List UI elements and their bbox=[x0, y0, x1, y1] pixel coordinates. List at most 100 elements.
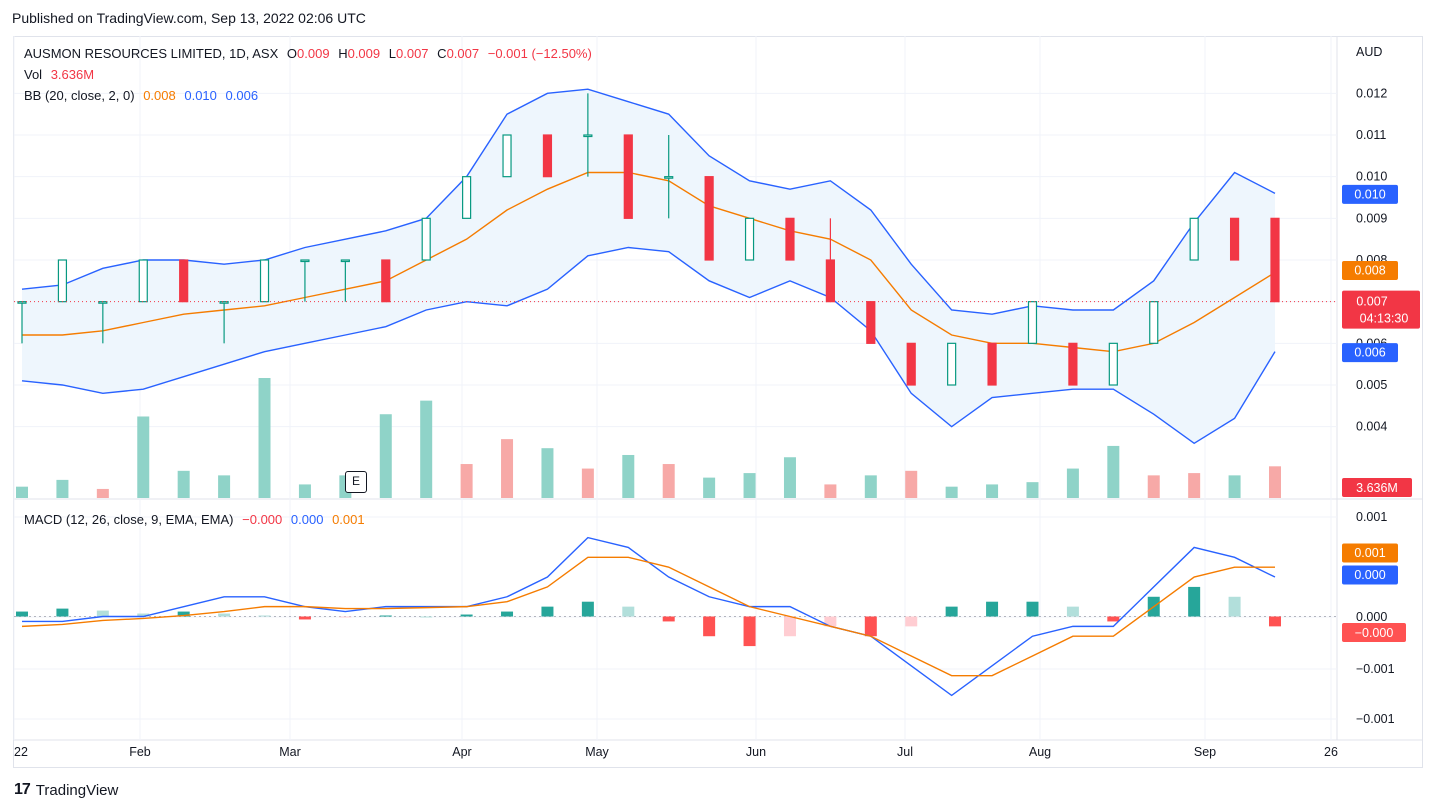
candle-body bbox=[502, 134, 512, 178]
candle-body bbox=[825, 259, 835, 303]
candle-body bbox=[1149, 301, 1159, 344]
macd-hist-bar bbox=[137, 613, 150, 617]
volume-bar bbox=[1107, 445, 1120, 498]
volume-bar bbox=[177, 470, 190, 498]
macd-tick-label: 0.000 bbox=[1356, 610, 1387, 624]
tradingview-logo[interactable]: 17 TradingView bbox=[14, 781, 118, 799]
time-tick-label: Jul bbox=[897, 745, 913, 759]
candle-body bbox=[219, 301, 229, 304]
macd-hist-bar bbox=[1188, 586, 1201, 617]
time-tick-label: Aug bbox=[1029, 745, 1051, 759]
candle-body bbox=[340, 259, 350, 263]
published-timestamp: Published on TradingView.com, Sep 13, 20… bbox=[12, 10, 366, 26]
bb-upper-line bbox=[21, 88, 1276, 315]
macd-hist-badge-bg bbox=[1342, 623, 1406, 642]
volume-bar bbox=[945, 486, 958, 498]
candle-body bbox=[1108, 342, 1118, 386]
candle-body bbox=[623, 134, 633, 219]
volume-bar bbox=[1228, 475, 1241, 498]
macd-hist-bar bbox=[420, 616, 433, 618]
volume-bar bbox=[905, 470, 918, 498]
symbol-title[interactable]: AUSMON RESOURCES LIMITED, 1D, ASX bbox=[24, 46, 279, 61]
candle-body bbox=[542, 134, 553, 178]
candle-body bbox=[300, 259, 310, 263]
candle-body bbox=[906, 342, 916, 386]
price-tick-label: 0.004 bbox=[1356, 420, 1387, 434]
candle-body bbox=[381, 259, 391, 303]
macd-hist-bar bbox=[218, 613, 231, 617]
volume-bar bbox=[218, 475, 231, 498]
bb-lower-badge-bg bbox=[1342, 343, 1398, 363]
volume-label: Vol bbox=[24, 67, 43, 82]
candle-body bbox=[1229, 217, 1240, 261]
macd-hist-bar bbox=[460, 614, 473, 617]
volume-bar bbox=[460, 464, 473, 498]
time-tick-label: 22 bbox=[14, 745, 28, 759]
candle-body bbox=[421, 217, 431, 261]
macd-hist-bar bbox=[905, 616, 918, 627]
volume-badge: 3.636M bbox=[1356, 481, 1398, 495]
bb-basis-value: 0.008 bbox=[143, 88, 176, 103]
candle-body bbox=[987, 342, 997, 386]
volume-bar bbox=[1269, 466, 1281, 498]
macd-hist-bar bbox=[824, 616, 837, 627]
macd-hist-bar bbox=[945, 606, 958, 617]
volume-bar bbox=[1147, 475, 1160, 498]
volume-bar bbox=[1026, 482, 1039, 498]
macd-hist-bar bbox=[622, 606, 635, 617]
bb-basis-line bbox=[22, 171, 1276, 353]
time-tick-label: Mar bbox=[279, 745, 301, 759]
macd-tick-label: −0.001 bbox=[1356, 662, 1395, 676]
bb-basis-badge: 0.008 bbox=[1354, 264, 1385, 278]
bb-lower-badge: 0.006 bbox=[1354, 346, 1385, 360]
price-tick-label: 0.010 bbox=[1356, 170, 1387, 184]
volume-bar bbox=[581, 468, 594, 498]
volume-bar bbox=[56, 479, 69, 498]
earnings-marker-icon[interactable]: E bbox=[345, 471, 367, 493]
bb-upper-badge-bg bbox=[1342, 184, 1398, 204]
tradingview-mark-icon: 17 bbox=[14, 781, 31, 798]
candle-body bbox=[744, 217, 755, 261]
macd-hist-bar bbox=[662, 616, 675, 622]
volume-legend[interactable]: Vol 3.636M bbox=[24, 67, 99, 82]
macd-hist-bar bbox=[16, 611, 28, 617]
macd-hist-bar bbox=[56, 608, 69, 617]
volume-bar bbox=[96, 488, 109, 498]
volume-bar bbox=[743, 473, 756, 498]
time-tick-label: 26 bbox=[1324, 745, 1338, 759]
macd-hist-bar bbox=[1066, 606, 1079, 617]
macd-hist-bar bbox=[1228, 596, 1241, 617]
macd-signal-badge: 0.001 bbox=[1354, 546, 1385, 560]
volume-bar bbox=[864, 475, 877, 498]
candle-body bbox=[664, 176, 674, 179]
tradingview-brand: TradingView bbox=[35, 781, 119, 799]
macd-hist-bar bbox=[1269, 616, 1281, 627]
macd-hist-bar bbox=[986, 601, 999, 617]
macd-legend[interactable]: MACD (12, 26, close, 9, EMA, EMA) −0.000… bbox=[24, 512, 370, 527]
change-value: −0.001 (−12.50%) bbox=[487, 46, 592, 61]
macd-hist-bar bbox=[339, 616, 352, 618]
volume-bar bbox=[541, 448, 554, 498]
volume-bar bbox=[420, 400, 433, 498]
time-tick-label: Sep bbox=[1194, 745, 1216, 759]
candle-body bbox=[704, 176, 714, 261]
macd-hist-bar bbox=[1107, 616, 1120, 622]
macd-tick-label: −0.001 bbox=[1356, 712, 1395, 726]
macd-hist-bar bbox=[379, 615, 392, 617]
macd-hist-bar bbox=[541, 606, 554, 617]
candle-body bbox=[1068, 342, 1078, 386]
volume-bar bbox=[298, 484, 311, 498]
volume-badge-bg bbox=[1342, 478, 1412, 497]
open-label: O0.009 bbox=[286, 46, 330, 61]
volume-bar bbox=[662, 464, 675, 498]
symbol-legend[interactable]: AUSMON RESOURCES LIMITED, 1D, ASX O0.009… bbox=[24, 46, 597, 61]
volume-bar bbox=[824, 484, 837, 498]
bb-fill bbox=[22, 89, 1275, 444]
bb-legend[interactable]: BB (20, close, 2, 0) 0.008 0.010 0.006 bbox=[24, 88, 263, 103]
volume-bar bbox=[501, 439, 514, 498]
volume-bar bbox=[622, 454, 635, 498]
last-price-badge-bg bbox=[1342, 290, 1420, 329]
macd-hist-bar bbox=[258, 615, 271, 617]
candle-body bbox=[259, 259, 270, 303]
